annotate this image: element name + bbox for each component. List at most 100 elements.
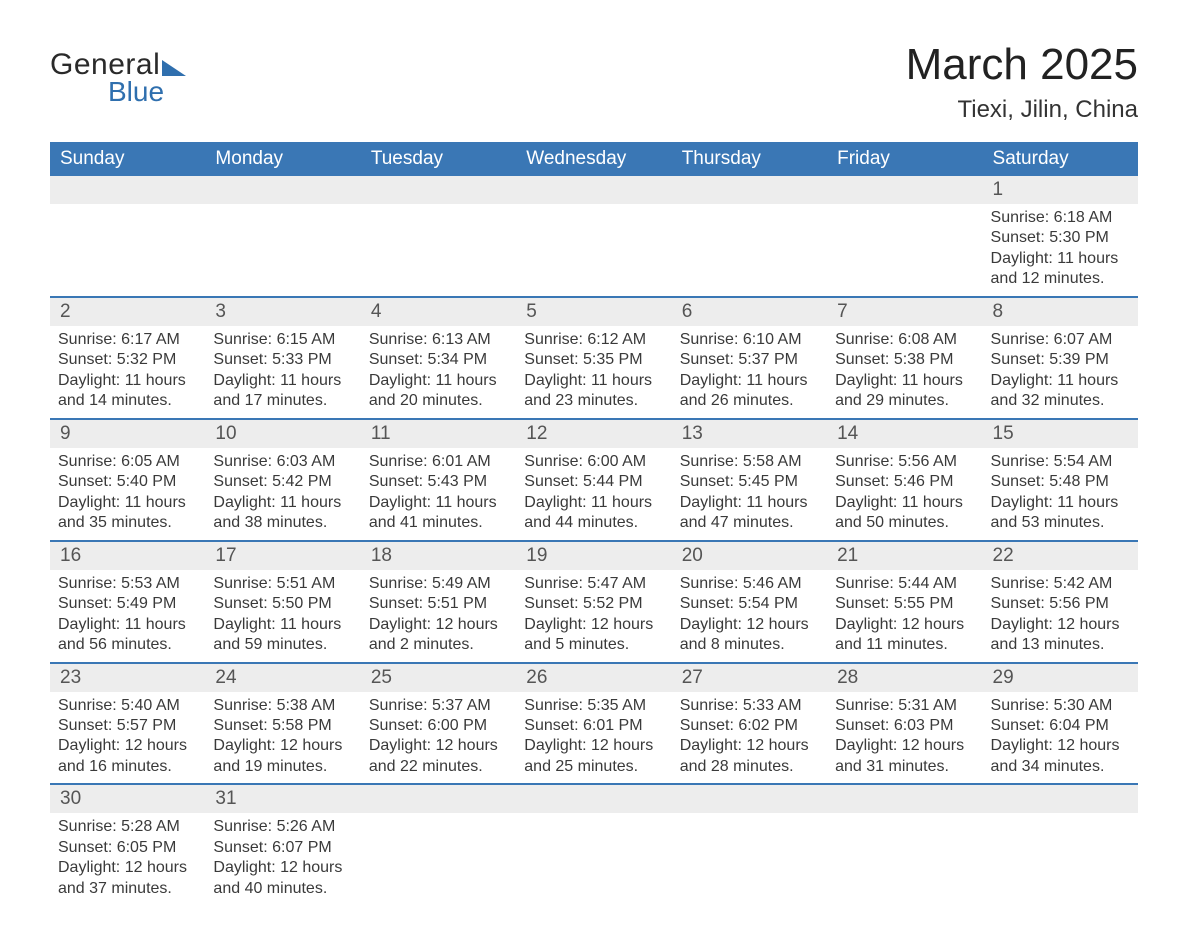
sunset-line: Sunset: 5:48 PM [991, 472, 1130, 492]
day-number-empty [361, 785, 516, 813]
day-body: Sunrise: 5:31 AMSunset: 6:03 PMDaylight:… [827, 692, 982, 784]
day-cell: 4Sunrise: 6:13 AMSunset: 5:34 PMDaylight… [361, 297, 516, 419]
day-body-empty [827, 813, 982, 843]
day-body-empty [672, 204, 827, 234]
day-number: 9 [50, 420, 205, 448]
daylight-line: Daylight: 12 hours and 37 minutes. [58, 858, 197, 899]
daylight-line: Daylight: 11 hours and 26 minutes. [680, 371, 819, 412]
day-body: Sunrise: 5:47 AMSunset: 5:52 PMDaylight:… [516, 570, 671, 662]
daylight-line: Daylight: 12 hours and 19 minutes. [213, 736, 352, 777]
sunset-line: Sunset: 5:42 PM [213, 472, 352, 492]
sunrise-line: Sunrise: 5:49 AM [369, 574, 508, 594]
day-number: 8 [983, 298, 1138, 326]
day-cell: 17Sunrise: 5:51 AMSunset: 5:50 PMDayligh… [205, 541, 360, 663]
sunrise-line: Sunrise: 6:18 AM [991, 208, 1130, 228]
sunset-line: Sunset: 5:44 PM [524, 472, 663, 492]
sunrise-line: Sunrise: 5:33 AM [680, 696, 819, 716]
sunrise-line: Sunrise: 5:31 AM [835, 696, 974, 716]
day-body: Sunrise: 5:54 AMSunset: 5:48 PMDaylight:… [983, 448, 1138, 540]
day-cell: 24Sunrise: 5:38 AMSunset: 5:58 PMDayligh… [205, 663, 360, 785]
daylight-line: Daylight: 11 hours and 23 minutes. [524, 371, 663, 412]
sunrise-line: Sunrise: 6:12 AM [524, 330, 663, 350]
logo-word2: Blue [108, 76, 164, 108]
day-body: Sunrise: 5:42 AMSunset: 5:56 PMDaylight:… [983, 570, 1138, 662]
day-number: 29 [983, 664, 1138, 692]
day-number: 24 [205, 664, 360, 692]
day-number: 2 [50, 298, 205, 326]
day-cell: 1Sunrise: 6:18 AMSunset: 5:30 PMDaylight… [983, 176, 1138, 297]
day-cell [827, 784, 982, 905]
sunset-line: Sunset: 6:03 PM [835, 716, 974, 736]
day-number: 20 [672, 542, 827, 570]
day-cell: 20Sunrise: 5:46 AMSunset: 5:54 PMDayligh… [672, 541, 827, 663]
daylight-line: Daylight: 11 hours and 12 minutes. [991, 249, 1130, 290]
sunset-line: Sunset: 5:40 PM [58, 472, 197, 492]
day-body: Sunrise: 6:10 AMSunset: 5:37 PMDaylight:… [672, 326, 827, 418]
sunrise-line: Sunrise: 5:28 AM [58, 817, 197, 837]
day-body: Sunrise: 5:56 AMSunset: 5:46 PMDaylight:… [827, 448, 982, 540]
day-cell [50, 176, 205, 297]
day-body: Sunrise: 5:44 AMSunset: 5:55 PMDaylight:… [827, 570, 982, 662]
sunrise-line: Sunrise: 5:56 AM [835, 452, 974, 472]
day-body-empty [205, 204, 360, 234]
sunrise-line: Sunrise: 6:10 AM [680, 330, 819, 350]
daylight-line: Daylight: 11 hours and 41 minutes. [369, 493, 508, 534]
day-number: 26 [516, 664, 671, 692]
sunrise-line: Sunrise: 5:46 AM [680, 574, 819, 594]
day-body: Sunrise: 6:03 AMSunset: 5:42 PMDaylight:… [205, 448, 360, 540]
daylight-line: Daylight: 11 hours and 20 minutes. [369, 371, 508, 412]
sunset-line: Sunset: 5:52 PM [524, 594, 663, 614]
day-body: Sunrise: 5:40 AMSunset: 5:57 PMDaylight:… [50, 692, 205, 784]
sunset-line: Sunset: 6:00 PM [369, 716, 508, 736]
day-number: 28 [827, 664, 982, 692]
day-number-empty [983, 785, 1138, 813]
daylight-line: Daylight: 12 hours and 31 minutes. [835, 736, 974, 777]
logo: General Blue [50, 40, 186, 108]
daylight-line: Daylight: 12 hours and 25 minutes. [524, 736, 663, 777]
daylight-line: Daylight: 11 hours and 38 minutes. [213, 493, 352, 534]
day-number: 22 [983, 542, 1138, 570]
day-cell [983, 784, 1138, 905]
location: Tiexi, Jilin, China [906, 96, 1138, 124]
week-row: 30Sunrise: 5:28 AMSunset: 6:05 PMDayligh… [50, 784, 1138, 905]
week-row: 2Sunrise: 6:17 AMSunset: 5:32 PMDaylight… [50, 297, 1138, 419]
sunrise-line: Sunrise: 5:54 AM [991, 452, 1130, 472]
day-body: Sunrise: 5:37 AMSunset: 6:00 PMDaylight:… [361, 692, 516, 784]
day-number: 25 [361, 664, 516, 692]
day-cell [361, 176, 516, 297]
sunrise-line: Sunrise: 6:13 AM [369, 330, 508, 350]
day-cell: 21Sunrise: 5:44 AMSunset: 5:55 PMDayligh… [827, 541, 982, 663]
day-cell: 13Sunrise: 5:58 AMSunset: 5:45 PMDayligh… [672, 419, 827, 541]
daylight-line: Daylight: 12 hours and 2 minutes. [369, 615, 508, 656]
day-number: 16 [50, 542, 205, 570]
day-number: 6 [672, 298, 827, 326]
day-body: Sunrise: 5:26 AMSunset: 6:07 PMDaylight:… [205, 813, 360, 905]
sunrise-line: Sunrise: 5:58 AM [680, 452, 819, 472]
day-number: 12 [516, 420, 671, 448]
daylight-line: Daylight: 11 hours and 59 minutes. [213, 615, 352, 656]
day-body-empty [983, 813, 1138, 843]
sunset-line: Sunset: 6:04 PM [991, 716, 1130, 736]
day-cell [672, 176, 827, 297]
day-cell: 12Sunrise: 6:00 AMSunset: 5:44 PMDayligh… [516, 419, 671, 541]
day-cell: 2Sunrise: 6:17 AMSunset: 5:32 PMDaylight… [50, 297, 205, 419]
sunset-line: Sunset: 5:39 PM [991, 350, 1130, 370]
day-cell: 22Sunrise: 5:42 AMSunset: 5:56 PMDayligh… [983, 541, 1138, 663]
day-number-empty [672, 785, 827, 813]
sunset-line: Sunset: 5:34 PM [369, 350, 508, 370]
day-body-empty [361, 204, 516, 234]
title-block: March 2025 Tiexi, Jilin, China [906, 40, 1138, 124]
day-number: 30 [50, 785, 205, 813]
day-body: Sunrise: 6:18 AMSunset: 5:30 PMDaylight:… [983, 204, 1138, 296]
day-number-empty [361, 176, 516, 204]
sunrise-line: Sunrise: 6:05 AM [58, 452, 197, 472]
day-number: 7 [827, 298, 982, 326]
sunset-line: Sunset: 5:38 PM [835, 350, 974, 370]
day-number: 19 [516, 542, 671, 570]
sunrise-line: Sunrise: 5:38 AM [213, 696, 352, 716]
day-body: Sunrise: 6:17 AMSunset: 5:32 PMDaylight:… [50, 326, 205, 418]
day-cell: 31Sunrise: 5:26 AMSunset: 6:07 PMDayligh… [205, 784, 360, 905]
sunset-line: Sunset: 6:02 PM [680, 716, 819, 736]
daylight-line: Daylight: 11 hours and 14 minutes. [58, 371, 197, 412]
sunrise-line: Sunrise: 6:01 AM [369, 452, 508, 472]
